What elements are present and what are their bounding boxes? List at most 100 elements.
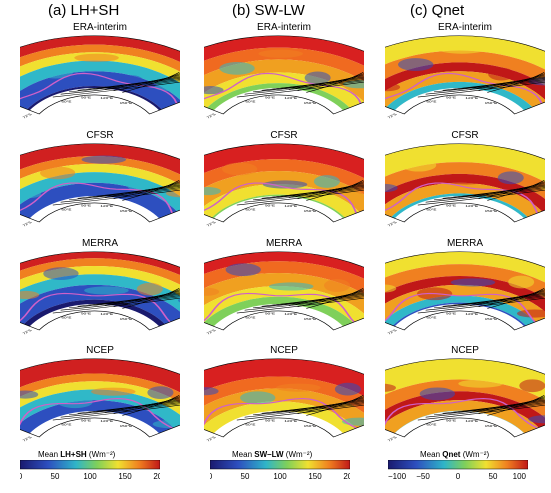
flux-band [20,44,180,92]
colorbar-title: Mean LH+SH (Wm⁻²) [38,450,116,459]
lon-label: 150°E [120,101,133,105]
flux-band [23,299,165,330]
flux-band [20,156,180,202]
panel-label: MERRA [265,238,303,249]
panel-label: MERRA [81,238,119,249]
lon-label: 150°E [304,101,317,105]
flux-band [20,381,180,422]
colorbar-tick: 100 [513,472,527,481]
flux-band [204,388,364,429]
lat-label: 72°S [386,435,398,442]
lon-label: 90°E [265,204,276,208]
lon-label: 90°E [446,204,457,208]
flux-band [385,35,545,91]
panel-label: NCEP [86,345,114,356]
colorbar-tick: 100 [83,472,97,481]
map-panel-qnet-cfsr: 27°S36°S45°S54°S63°S72°S60°E90°E120°E150… [385,143,545,227]
colorbar-tick: 200 [343,472,350,481]
lat-label: 72°S [21,112,33,119]
flux-band [385,400,539,434]
lon-label: 60°E [426,316,437,320]
lat-label: 72°S [386,112,398,119]
lon-label: 120°E [465,96,478,100]
panel-label: ERA-interim [73,22,127,33]
map-panel-swlw-merra: 27°S36°S45°S54°S63°S72°S60°E90°E120°E150… [204,251,364,335]
lat-label: 72°S [21,220,33,227]
lat-label: 72°S [386,220,398,227]
panel-label: CFSR [270,130,298,141]
flux-band [204,35,364,89]
flux-band [20,389,180,428]
map-panel-swlw-ncep: 27°S36°S45°S54°S63°S72°S60°E90°E120°E150… [204,358,364,442]
map-panel-qnet-erainterim: 27°S36°S45°S54°S63°S72°S60°E90°E120°E150… [385,35,545,119]
flux-band [20,373,180,418]
lon-label: 90°E [81,312,92,316]
lon-label: 90°E [81,204,92,208]
map-panel-lhsh-merra: 27°S36°S45°S54°S63°S72°S60°E90°E120°E150… [20,251,180,335]
colorbar-tick: 50 [51,472,60,481]
map-panel-lhsh-cfsr: 27°S36°S45°S54°S63°S72°S60°E90°E120°E150… [20,143,180,227]
panel-label: ERA-interim [257,22,311,33]
lon-label: 60°E [426,100,437,104]
lon-label: 150°E [304,317,317,321]
lon-label: 120°E [100,96,113,100]
panel-label: MERRA [446,238,484,249]
lon-label: 60°E [61,208,72,212]
flux-band [385,379,545,423]
lon-label: 120°E [465,312,478,316]
lon-label: 150°E [485,317,498,321]
colorbar-title: Mean Qnet (Wm⁻²) [420,450,490,459]
flux-band [385,358,545,417]
column-title-qnet: (c) Qnet [410,2,465,19]
flux-band [385,284,545,322]
lat-label: 72°S [21,435,33,442]
lon-label: 120°E [465,419,478,423]
flux-band [20,35,180,88]
flux-band [204,376,364,422]
lon-label: 120°E [284,204,297,208]
colorbar-tick: −50 [416,472,430,481]
lon-label: 90°E [446,312,457,316]
flux-band [20,251,180,303]
colorbar-tick: 50 [241,472,250,481]
lon-label: 120°E [100,312,113,316]
lat-label: 72°S [21,328,33,335]
lon-label: 120°E [465,204,478,208]
lon-label: 150°E [304,209,317,213]
lon-label: 60°E [426,423,437,427]
lon-label: 120°E [284,96,297,100]
lon-label: 150°E [120,317,133,321]
map-panel-swlw-cfsr: 27°S36°S45°S54°S63°S72°S60°E90°E120°E150… [204,143,364,227]
flux-band [20,284,180,325]
lon-label: 120°E [284,312,297,316]
lon-label: 150°E [304,424,317,428]
flux-band [386,81,533,111]
lat-label: 72°S [386,328,398,335]
lon-label: 120°E [284,419,297,423]
flux-band [20,265,180,311]
lat-label: 72°S [205,220,217,227]
lon-label: 60°E [245,316,256,320]
lon-label: 90°E [265,96,276,100]
panel-label: NCEP [451,345,479,356]
colorbar-tick: 50 [489,472,498,481]
flux-band [204,251,364,304]
lon-label: 90°E [81,96,92,100]
column-title-swlw: (b) SW-LW [232,2,305,19]
lat-label: 72°S [205,435,217,442]
colorbar-tick: 150 [118,472,132,481]
lon-label: 150°E [120,424,133,428]
flux-band [385,143,545,201]
flux-band [385,391,545,428]
lon-label: 60°E [245,100,256,104]
map-panel-qnet-merra: 27°S36°S45°S54°S63°S72°S60°E90°E120°E150… [385,251,545,335]
flux-band [20,52,180,96]
flux-band [204,143,364,199]
flux-band [204,261,364,310]
panel-label: CFSR [451,130,479,141]
lon-label: 60°E [245,423,256,427]
flux-band [20,358,180,414]
panel-label: CFSR [86,130,114,141]
flux-band [385,275,545,317]
colorbar-title: Mean SW–LW (Wm⁻²) [232,450,313,459]
